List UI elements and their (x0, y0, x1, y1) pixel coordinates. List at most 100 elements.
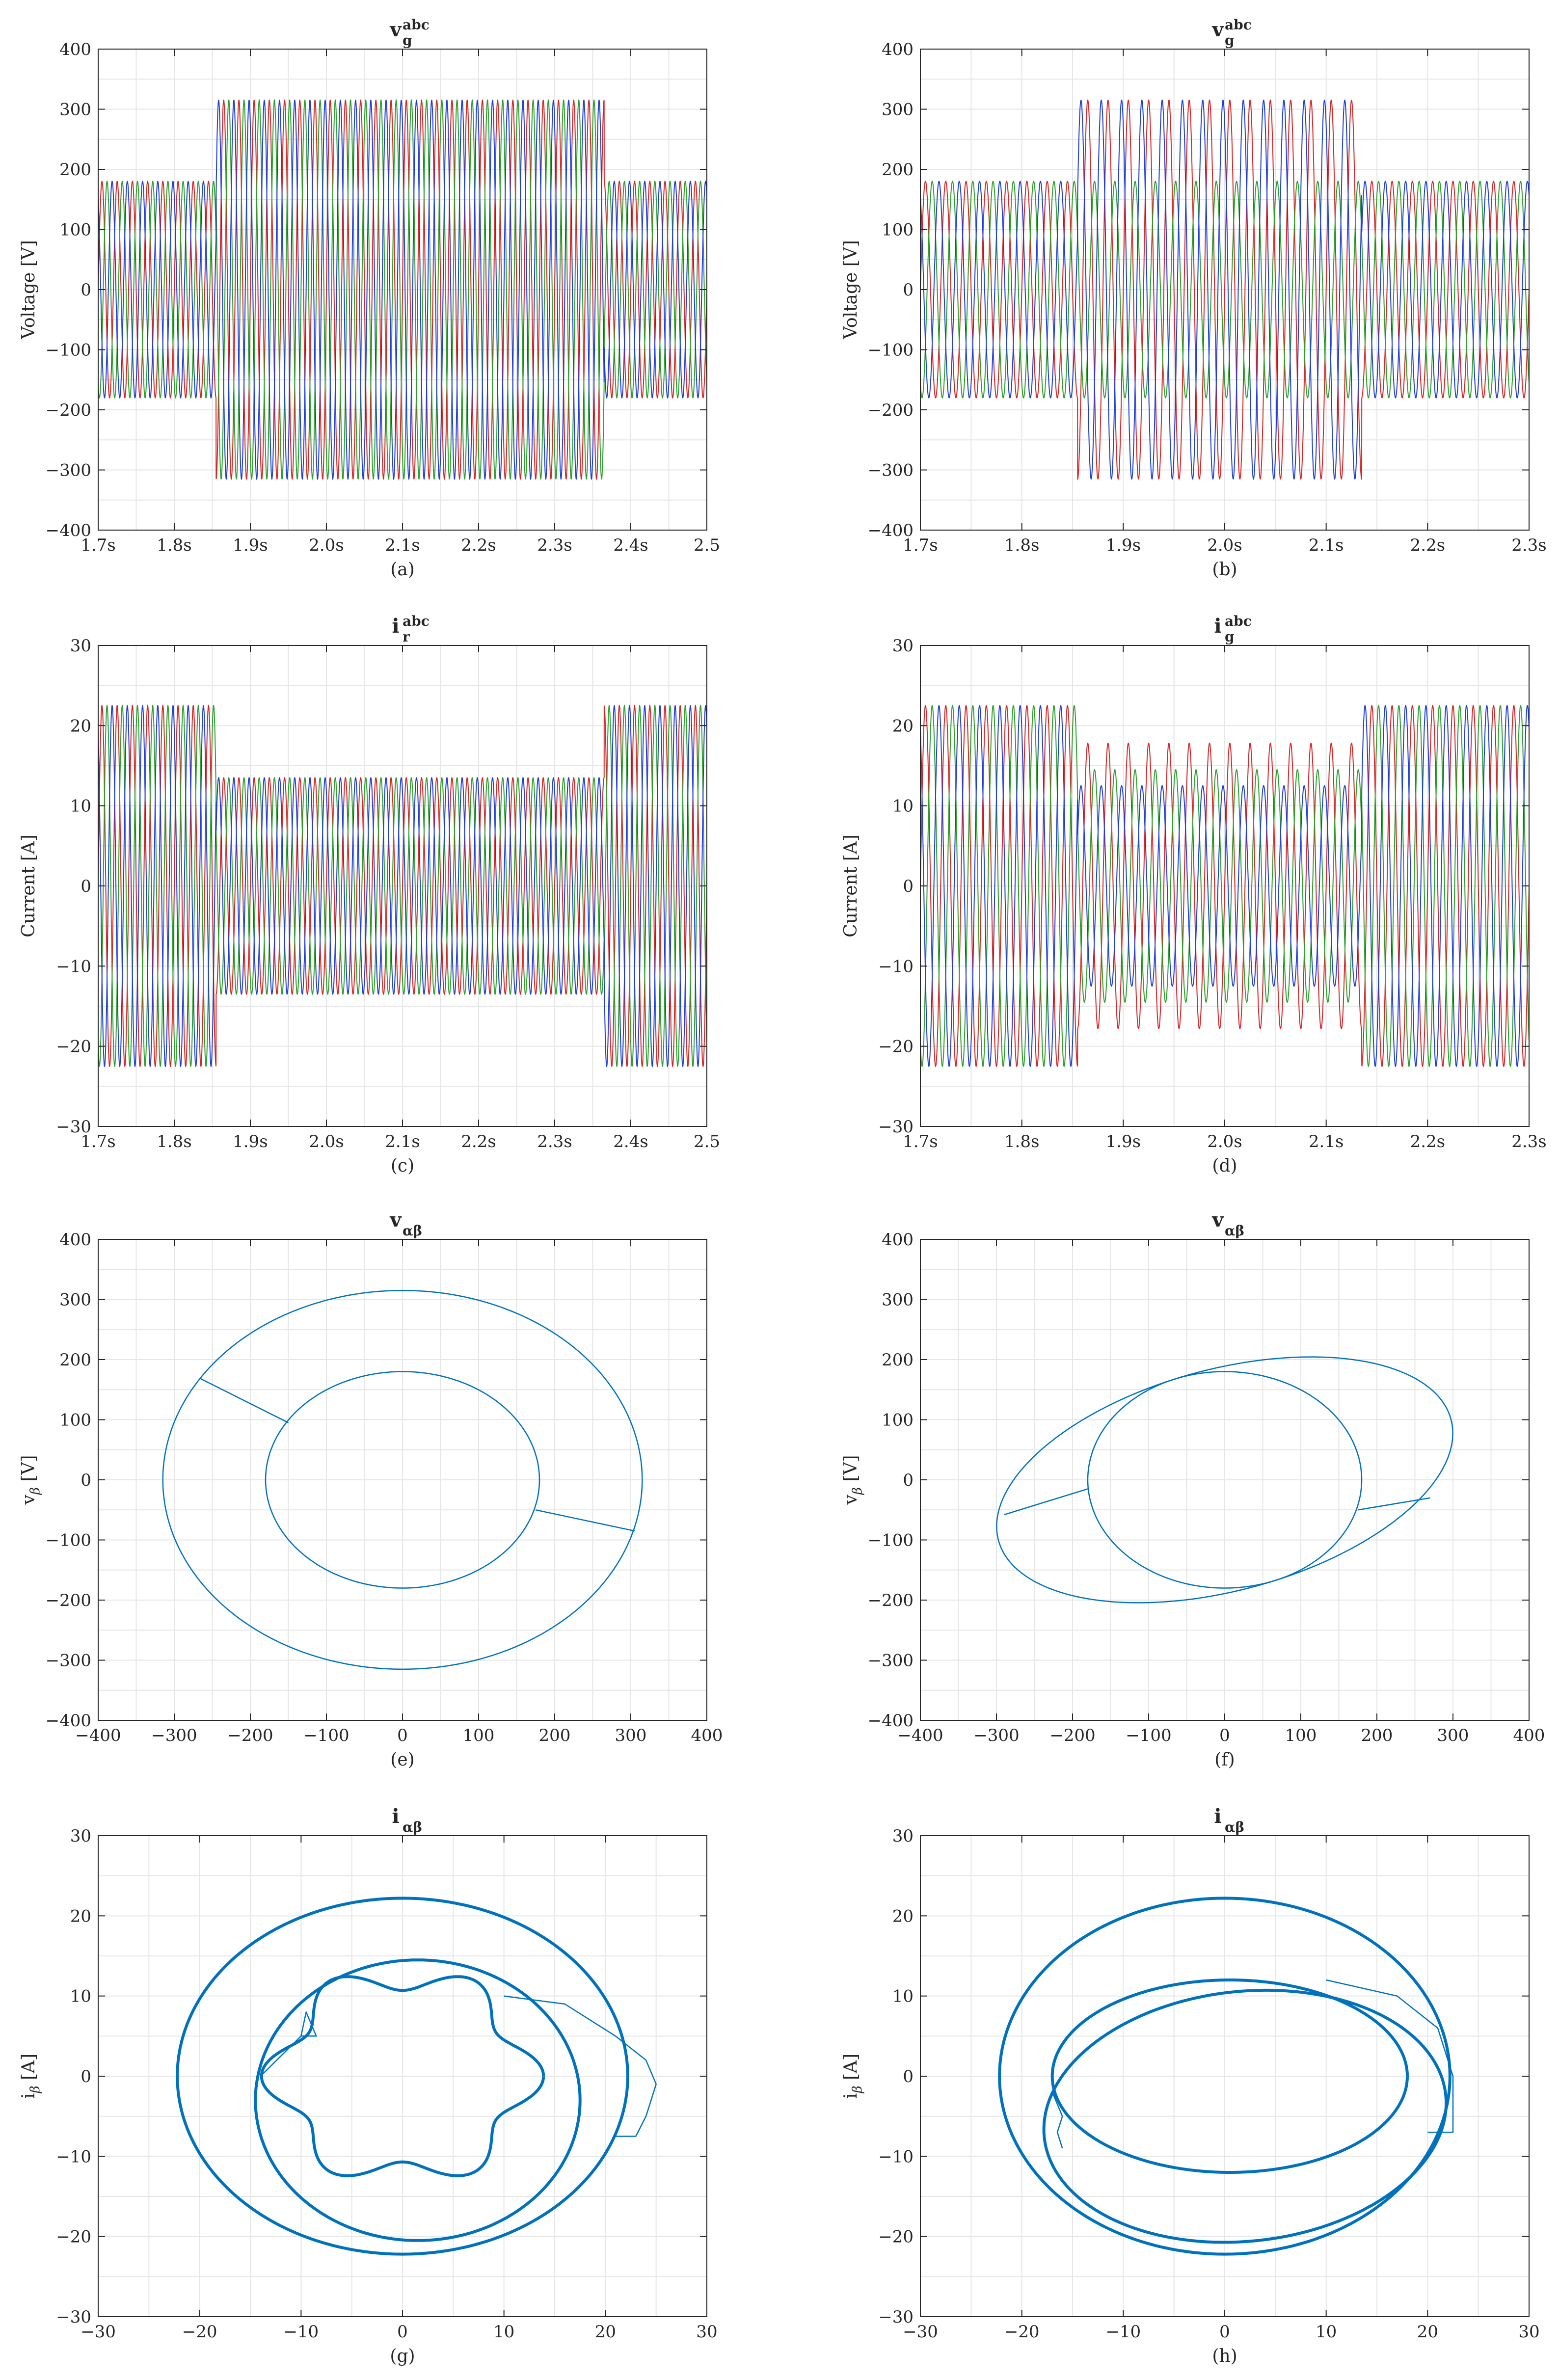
x-tick-label: 2.2s (461, 535, 496, 555)
plot-area (176, 1897, 657, 2256)
y-tick-label: 100 (882, 1411, 914, 1430)
y-tick-label: −30 (878, 1117, 914, 1137)
chart-panel-h: −30 −20 −10 0 10 20 30 −30 −20 −10 0 10 20 30 i αβ iβ [A… (841, 1805, 1540, 2366)
plot-area (162, 1289, 643, 1670)
y-axis-label-unit: [V] (19, 1455, 39, 1488)
y-axis-label: iβ [A] (841, 2054, 865, 2099)
y-tick-label: 10 (70, 797, 91, 816)
phase-c-line (98, 99, 707, 481)
x-tick-label: 2.0s (1207, 535, 1242, 555)
phase-b-line (98, 99, 707, 480)
panel-label: (f) (1214, 1750, 1235, 1770)
phase-a-line (920, 99, 1529, 481)
x-tick-label: 2.1s (385, 535, 420, 555)
y-tick-label: 0 (81, 877, 91, 896)
y-tick-label: −300 (46, 1651, 91, 1671)
locus-ellipse (254, 1958, 582, 2242)
y-tick-label: 100 (882, 220, 914, 240)
y-tick-label: 10 (892, 1987, 914, 2006)
y-axis-label-sub: β (28, 1487, 43, 1495)
y-tick-label: 0 (81, 280, 91, 300)
x-tick-label: −10 (283, 2322, 319, 2342)
y-tick-label: 10 (70, 1987, 91, 2006)
locus-circle (1087, 1371, 1363, 1589)
y-tick-label: −30 (878, 2307, 914, 2327)
x-tick-label: 200 (1361, 1726, 1393, 1745)
y-tick-label: −20 (878, 1037, 914, 1057)
x-tick-label: 1.7s (81, 535, 116, 555)
panel-label: (a) (390, 560, 415, 580)
x-tick-label: 1.9s (233, 535, 268, 555)
y-tick-label: −10 (878, 957, 914, 976)
y-tick-label: 0 (903, 1471, 914, 1490)
x-tick-label: 2.4s (613, 535, 648, 555)
chart-title-sub: αβ (403, 1819, 422, 1835)
chart-panel-b: 1.7s 1.8s 1.9s 2.0s 2.1s 2.2s 2.3s −400 −300 −200… (841, 17, 1547, 580)
y-axis-label: iβ [A] (19, 2054, 43, 2099)
chart-title-sup: abc (403, 613, 430, 629)
locus-segment (1358, 1497, 1430, 1511)
y-tick-label: −400 (46, 521, 91, 540)
y-tick-label: −20 (878, 2227, 914, 2247)
y-tick-label: 200 (59, 160, 91, 180)
panel-label: (g) (390, 2346, 415, 2366)
x-tick-label: 1.8s (1004, 535, 1040, 555)
x-tick-label: 20 (595, 2322, 616, 2342)
chart-title: i (392, 615, 399, 638)
x-tick-label: 2.2s (1410, 535, 1446, 555)
x-tick-label: 0 (1219, 2322, 1230, 2342)
panel-label: (b) (1212, 560, 1237, 580)
x-tick-label: 30 (696, 2322, 717, 2342)
y-axis-label: vβ [V] (841, 1455, 865, 1505)
x-tick-label: 0 (1219, 1726, 1230, 1745)
y-tick-label: 0 (903, 877, 914, 896)
y-tick-label: −200 (868, 401, 914, 420)
x-tick-label: 2.3s (1511, 535, 1547, 555)
y-tick-label: −20 (56, 2227, 91, 2247)
chart-title: i (1214, 615, 1221, 638)
locus-segment (260, 2011, 317, 2077)
x-tick-label: −20 (182, 2322, 217, 2342)
x-tick-label: 2.5 (694, 1132, 720, 1151)
x-tick-label: −20 (1004, 2322, 1040, 2342)
y-tick-label: 300 (882, 1290, 914, 1310)
y-tick-label: 100 (59, 1411, 91, 1430)
locus-ellipse (996, 1356, 1453, 1604)
x-tick-label: −100 (1126, 1726, 1171, 1745)
chart-title-sup: abc (403, 17, 430, 33)
phase-a-line (98, 704, 707, 1068)
y-axis-label-unit: [V] (841, 1455, 861, 1488)
chart-title-sub: r (403, 629, 410, 645)
x-tick-label: −30 (903, 2322, 938, 2342)
chart-title: v (389, 18, 402, 41)
locus-circle (265, 1371, 540, 1589)
y-tick-label: 30 (892, 1826, 914, 1846)
y-tick-label: −10 (56, 2147, 91, 2166)
chart-panel-c: 1.7s 1.8s 1.9s 2.0s 2.1s 2.2s 2.3s 2.4s 2.5 −30 −2… (19, 613, 720, 1176)
y-tick-label: 400 (882, 1230, 914, 1250)
plot-area (98, 704, 707, 1068)
y-tick-label: 100 (59, 220, 91, 240)
phase-a-line (920, 704, 1529, 1068)
y-tick-label: −100 (868, 1531, 914, 1551)
plot-area (998, 1897, 1454, 2256)
x-tick-label: 2.0s (1207, 1132, 1242, 1151)
chart-panel-g: −30 −20 −10 0 10 20 30 −30 −20 −10 0 10 20 30 i αβ iβ [A… (19, 1805, 718, 2366)
plot-area (98, 99, 707, 481)
y-tick-label: 20 (70, 1906, 91, 1926)
y-tick-label: 300 (882, 100, 914, 120)
y-tick-label: 20 (70, 716, 91, 736)
panel-label: (h) (1212, 2346, 1237, 2366)
y-tick-label: 200 (59, 1350, 91, 1370)
chart-title: v (1211, 18, 1224, 41)
locus-circle (998, 1897, 1451, 2256)
chart-title-sub: αβ (1225, 1819, 1244, 1835)
y-axis-label: vβ [V] (19, 1455, 43, 1505)
y-axis-label: Current [A] (841, 834, 861, 937)
y-axis-label: Voltage [V] (841, 240, 861, 340)
y-tick-label: 30 (892, 636, 914, 656)
panel-label: (e) (390, 1750, 414, 1770)
y-tick-label: −30 (56, 2307, 91, 2327)
y-tick-label: 10 (892, 797, 914, 816)
